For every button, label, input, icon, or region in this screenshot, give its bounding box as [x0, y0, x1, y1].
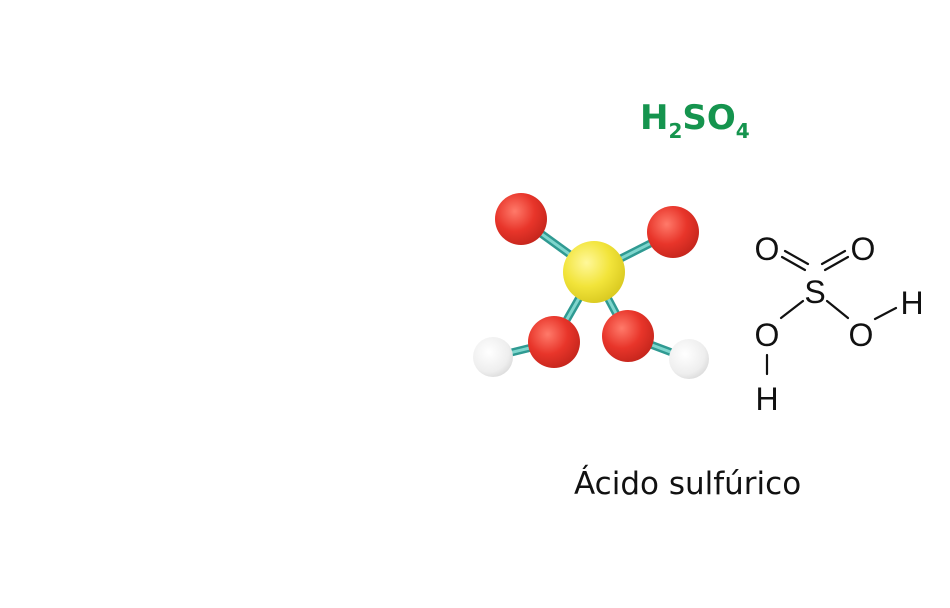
sulfur-atom: [563, 241, 625, 303]
double-bond-right-a: [823, 255, 850, 272]
formula-so: SO: [682, 98, 736, 138]
oxygen-atom-top-right: [647, 206, 699, 258]
compound-name-caption: Ácido sulfúrico: [574, 466, 802, 502]
atom-o-top-left: O: [755, 231, 780, 267]
atom-o-bottom-left: O: [755, 317, 780, 353]
oxygen-atom-top-left: [495, 193, 547, 245]
formula-subscript-2: 2: [668, 119, 683, 143]
oxygen-atom-bottom-left: [528, 316, 580, 368]
double-bond-left-b: [783, 249, 810, 266]
hydrogen-atom-right: [669, 339, 709, 379]
oxygen-atom-bottom-right: [602, 310, 654, 362]
double-bond-right-b: [820, 249, 847, 266]
single-bond-o-h-right: [873, 306, 898, 321]
atom-h-right: H: [900, 285, 923, 321]
double-bond-left-a: [780, 255, 807, 272]
single-bond-s-o-left: [779, 299, 805, 320]
formula-h: H: [640, 98, 669, 138]
atom-o-bottom-right: O: [849, 317, 874, 353]
atom-o-top-right: O: [851, 231, 876, 267]
ball-and-stick-model: [473, 193, 709, 379]
chemical-formula: H2SO4: [640, 98, 750, 143]
atom-s-center: S: [804, 274, 825, 310]
structural-formula: O O S O O H H: [755, 231, 924, 417]
formula-subscript-4: 4: [735, 119, 750, 143]
atom-h-bottom: H: [755, 381, 778, 417]
single-bond-s-o-right: [825, 299, 850, 320]
hydrogen-atom-left: [473, 337, 513, 377]
